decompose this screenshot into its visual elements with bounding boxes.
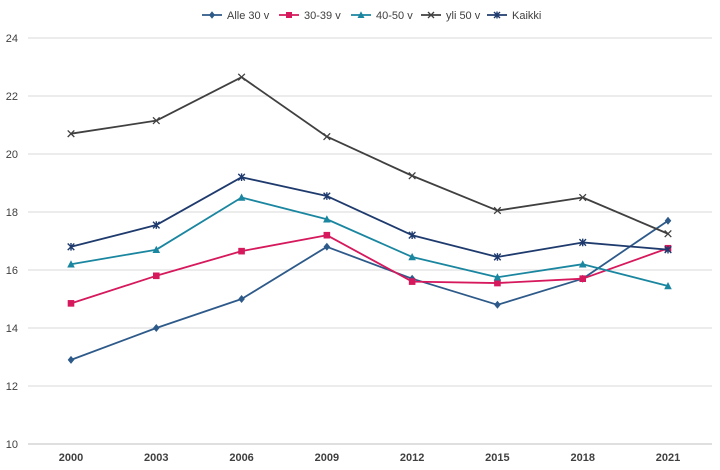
data-point: [664, 216, 672, 225]
data-point: [493, 253, 502, 261]
y-axis: 10 12 14 16 18 20 22 24: [6, 33, 18, 451]
legend-swatch-marker: [357, 11, 365, 18]
data-point: [664, 245, 672, 254]
series-yli-50-v: [67, 73, 672, 238]
data-point: [578, 193, 587, 202]
data-point: [578, 260, 587, 268]
x-tick-label: 2015: [485, 452, 509, 464]
series-line: [70, 196, 669, 287]
x-axis: 2000 2003 2006 2009 2012 2015 2018 2021: [59, 452, 680, 464]
data-point: [664, 229, 672, 238]
legend-item: 30-39 v: [279, 10, 341, 22]
y-tick-label: 18: [6, 207, 18, 219]
data-point: [323, 231, 331, 239]
data-point: [494, 300, 501, 309]
legend-label: yli 50 v: [446, 10, 481, 22]
x-tick-label: 2021: [656, 452, 680, 464]
data-point: [237, 73, 246, 81]
data-point: [67, 260, 75, 268]
data-point: [152, 116, 161, 125]
y-tick-label: 12: [6, 381, 18, 393]
data-point: [67, 243, 75, 251]
legend-label: Alle 30 v: [227, 10, 270, 22]
legend-swatch-marker: [286, 12, 292, 18]
legend: Alle 30 v 30-39 v 40-50 v yli 50 v Kaikki: [202, 10, 541, 22]
x-tick-label: 2012: [400, 452, 424, 464]
series-line: [70, 234, 669, 305]
data-point: [578, 238, 587, 247]
data-point: [152, 245, 161, 253]
data-point: [323, 192, 331, 200]
data-point: [238, 247, 245, 255]
x-tick-label: 2000: [59, 452, 83, 464]
data-point: [323, 215, 331, 223]
series-lines: [67, 73, 672, 364]
data-point: [67, 355, 75, 364]
data-point: [493, 206, 502, 215]
legend-label: 30-39 v: [304, 10, 341, 22]
legend-label: 40-50 v: [376, 10, 413, 22]
legend-item: Kaikki: [487, 10, 541, 22]
data-point: [579, 275, 587, 282]
y-tick-label: 24: [6, 33, 18, 45]
series-line: [70, 176, 669, 258]
data-point: [67, 300, 75, 307]
series-40-50-v: [67, 193, 672, 290]
legend-swatch-marker: [209, 11, 215, 19]
data-point: [237, 193, 246, 201]
data-point: [493, 273, 502, 281]
data-point: [408, 231, 416, 239]
data-point: [408, 171, 416, 180]
x-tick-label: 2009: [315, 452, 339, 464]
legend-item: 40-50 v: [351, 10, 413, 22]
gridlines: [28, 37, 712, 445]
y-tick-label: 14: [6, 323, 18, 335]
data-point: [152, 221, 161, 229]
y-tick-label: 22: [6, 91, 18, 103]
data-point: [67, 129, 75, 138]
series-line: [70, 219, 669, 361]
legend-swatch-marker: [493, 11, 501, 19]
data-point: [408, 278, 416, 285]
legend-item: Alle 30 v: [202, 10, 270, 22]
data-point: [152, 272, 160, 280]
data-point: [238, 295, 245, 303]
x-tick-label: 2006: [229, 452, 253, 464]
data-point: [152, 324, 160, 332]
legend-swatch-marker: [427, 11, 435, 19]
legend-label: Kaikki: [512, 10, 541, 22]
data-point: [664, 281, 672, 290]
series-line: [70, 76, 669, 235]
data-point: [237, 173, 246, 181]
data-point: [323, 132, 331, 141]
legend-item: yli 50 v: [421, 10, 481, 22]
y-tick-label: 16: [6, 265, 18, 277]
y-tick-label: 20: [6, 149, 18, 161]
series-kaikki: [67, 173, 672, 261]
x-tick-label: 2003: [144, 452, 168, 464]
data-point: [408, 252, 416, 261]
data-point: [323, 242, 331, 251]
data-point: [494, 279, 501, 287]
y-tick-label: 10: [6, 439, 18, 451]
x-tick-label: 2018: [570, 452, 594, 464]
